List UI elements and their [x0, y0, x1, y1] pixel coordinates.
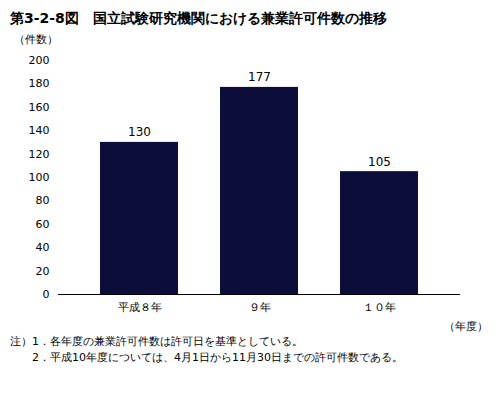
svg-text:120: 120 — [29, 148, 50, 161]
svg-text:20: 20 — [36, 265, 50, 278]
html-text:第3-2-8図: 第3-2-8図 — [10, 10, 79, 26]
svg-text:200: 200 — [29, 54, 50, 67]
html-text:2．平成10年度については、4月1日から11月30日までの許: 2．平成10年度については、4月1日から11月30日までの許可件数である。 — [10, 351, 403, 364]
svg-text:80: 80 — [36, 194, 50, 207]
html-text:国立試験研究機関における兼業許可件数の推移: 国立試験研究機関における兼業許可件数の推移 — [92, 10, 387, 26]
svg-text:（年度）: （年度） — [444, 320, 488, 333]
svg-text:140: 140 — [29, 124, 50, 137]
svg-text:177: 177 — [248, 70, 271, 84]
svg-text:（件数）: （件数） — [14, 33, 58, 46]
html-text:注）1．各年度の兼業許可件数は許可日を基準としている。: 注）1．各年度の兼業許可件数は許可日を基準としている。 — [10, 335, 303, 348]
svg-text:130: 130 — [128, 125, 151, 139]
svg-text:100: 100 — [29, 171, 50, 184]
svg-text:160: 160 — [29, 101, 50, 114]
svg-text:0: 0 — [43, 288, 50, 301]
svg-text:180: 180 — [29, 77, 50, 90]
svg-text:60: 60 — [36, 218, 50, 231]
svg-text:１０年: １０年 — [363, 301, 396, 314]
svg-text:105: 105 — [368, 155, 391, 169]
svg-text:９年: ９年 — [249, 301, 271, 314]
svg-text:平成８年: 平成８年 — [118, 301, 162, 314]
svg-text:40: 40 — [36, 241, 50, 254]
